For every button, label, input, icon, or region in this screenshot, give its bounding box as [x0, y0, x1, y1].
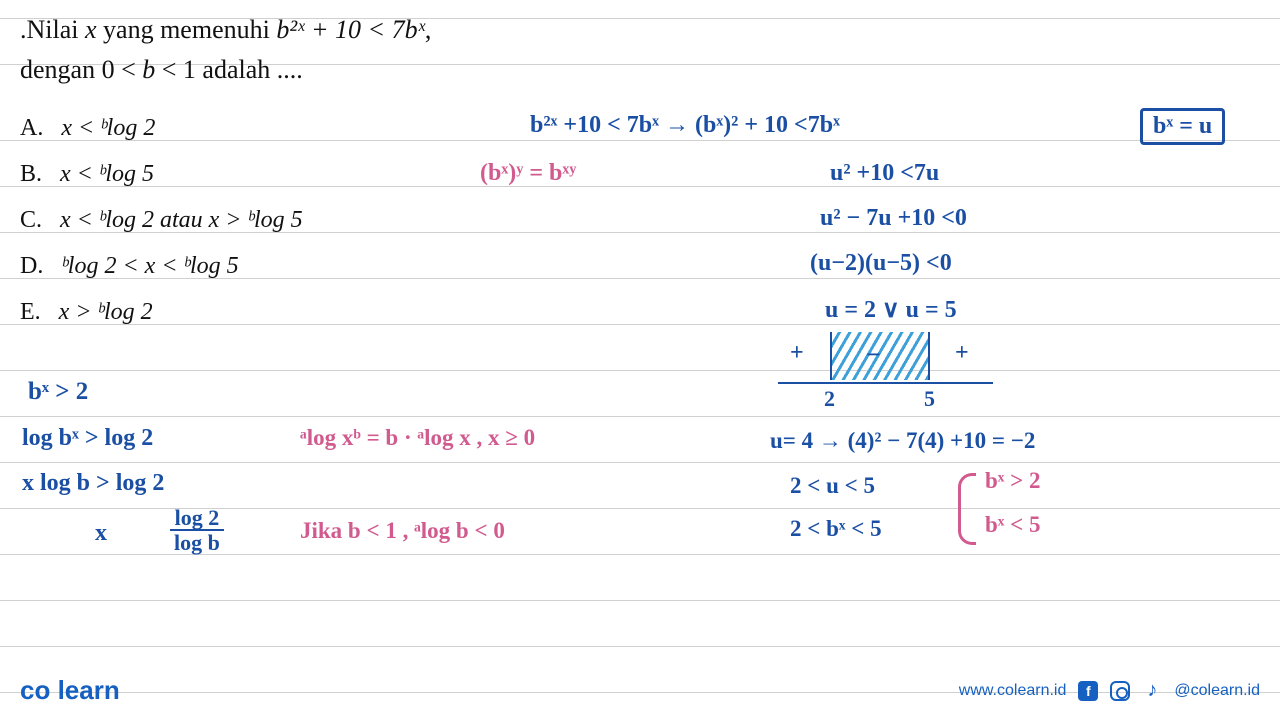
brand-co: co	[20, 675, 50, 705]
question-text: .Nilai x yang memenuhi b²ˣ + 10 < 7bˣ, d…	[0, 0, 1280, 91]
option-c: C. x < ᵇlog 2 atau x > ᵇlog 5	[20, 197, 1260, 243]
q-mid: yang memenuhi	[97, 15, 277, 44]
brand-learn: learn	[58, 675, 120, 705]
content-area: .Nilai x yang memenuhi b²ˣ + 10 < 7bˣ, d…	[0, 0, 1280, 335]
sign-plus-right: +	[955, 340, 969, 367]
option-e-text: x > ᵇlog 2	[59, 299, 153, 325]
tick-2: 2	[824, 386, 835, 412]
brace-icon	[958, 473, 976, 545]
substitution-box: bˣ = u	[1140, 108, 1225, 145]
q-post: ,	[425, 15, 432, 44]
branch-2: bˣ < 5	[985, 512, 1040, 538]
tiktok-icon: ♪	[1142, 681, 1162, 701]
work-r7: 2 < u < 5	[790, 473, 875, 499]
sign-axis	[778, 382, 993, 384]
brand-dot-icon	[50, 675, 57, 705]
q2-post: < 1 adalah ....	[155, 55, 303, 84]
footer-handle: @colearn.id	[1174, 682, 1260, 700]
branch-1: bˣ > 2	[985, 468, 1040, 494]
work-l4-x: x	[95, 520, 107, 547]
footer: co learn www.colearn.id f ♪ @colearn.id	[20, 675, 1260, 706]
option-a-text: x < ᵇlog 2	[61, 115, 155, 141]
log-power-rule: ᵃlog xᵇ = b · ᵃlog x , x ≥ 0	[300, 425, 535, 451]
work-l1: bˣ > 2	[28, 378, 88, 406]
q-line2: dengan 0 < b < 1 adalah ....	[20, 55, 303, 84]
facebook-icon: f	[1078, 681, 1098, 701]
option-d-text: ᵇlog 2 < x < ᵇlog 5	[61, 253, 238, 279]
log-neg-rule: Jika b < 1 , ᵃlog b < 0	[300, 518, 505, 544]
work-r6: u= 4 → (4)² − 7(4) +10 = −2	[770, 428, 1035, 454]
footer-right: www.colearn.id f ♪ @colearn.id	[959, 681, 1260, 701]
work-r8: 2 < bˣ < 5	[790, 516, 882, 542]
option-b: B. x < ᵇlog 5	[20, 151, 1260, 197]
work-r5: u = 2 ∨ u = 5	[825, 295, 957, 324]
sign-plus-left: +	[790, 340, 804, 367]
work-r1: b²ˣ +10 < 7bˣ → (bˣ)² + 10 <7bˣ	[530, 112, 840, 139]
q-pre: .Nilai	[20, 15, 85, 44]
option-b-text: x < ᵇlog 5	[60, 161, 154, 187]
sign-minus: −	[866, 340, 881, 370]
power-rule: (bˣ)ʸ = bˣʸ	[480, 160, 576, 187]
q2-b: b	[142, 55, 155, 84]
option-d: D. ᵇlog 2 < x < ᵇlog 5	[20, 243, 1260, 289]
frac-num: log 2	[170, 506, 224, 531]
work-r2: u² +10 <7u	[830, 160, 939, 187]
work-r4: (u−2)(u−5) <0	[810, 250, 952, 277]
tick-5: 5	[924, 386, 935, 412]
q-var: x	[85, 15, 97, 44]
work-l4-frac: log 2 log b	[170, 506, 224, 554]
brand-logo: co learn	[20, 675, 120, 706]
frac-den: log b	[170, 531, 224, 554]
work-l3: x log b > log 2	[22, 470, 164, 497]
work-r3: u² − 7u +10 <0	[820, 205, 967, 232]
option-e: E. x > ᵇlog 2	[20, 289, 1260, 335]
q2-pre: dengan 0 <	[20, 55, 142, 84]
instagram-icon	[1110, 681, 1130, 701]
q-line1: .Nilai x yang memenuhi b²ˣ + 10 < 7bˣ,	[20, 15, 431, 44]
q-expr: b²ˣ + 10 < 7bˣ	[276, 15, 425, 44]
work-l2: log bˣ > log 2	[22, 425, 153, 452]
footer-url: www.colearn.id	[959, 682, 1067, 700]
option-c-text: x < ᵇlog 2 atau x > ᵇlog 5	[60, 207, 303, 233]
